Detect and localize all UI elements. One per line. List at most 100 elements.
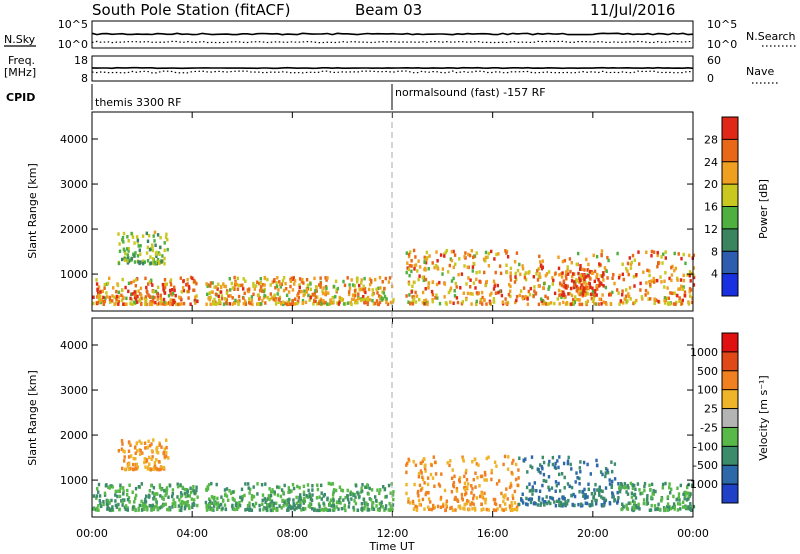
echo-cell bbox=[656, 250, 659, 255]
echo-cell bbox=[92, 494, 96, 498]
echo-cell bbox=[133, 505, 136, 510]
echo-cell bbox=[552, 278, 555, 283]
echo-cell bbox=[121, 295, 125, 299]
echo-cell bbox=[458, 478, 461, 482]
echo-cell bbox=[421, 497, 425, 502]
echo-cell bbox=[673, 504, 676, 509]
echo-cell bbox=[566, 272, 570, 276]
echo-cell bbox=[410, 264, 413, 268]
echo-cell bbox=[595, 293, 598, 297]
echo-cell bbox=[679, 299, 682, 303]
echo-cell bbox=[366, 298, 370, 302]
echo-cell bbox=[485, 478, 488, 482]
echo-cell bbox=[231, 496, 234, 501]
echo-cell bbox=[297, 499, 300, 503]
echo-cell bbox=[346, 276, 349, 280]
echo-cell bbox=[191, 505, 194, 509]
echo-cell bbox=[338, 300, 341, 304]
echo-cell bbox=[566, 459, 570, 463]
echo-cell bbox=[324, 292, 327, 296]
echo-cell bbox=[108, 508, 112, 512]
echo-cell bbox=[152, 467, 156, 471]
echo-cell bbox=[561, 283, 564, 288]
echo-cell bbox=[504, 297, 507, 301]
echo-cell bbox=[655, 298, 658, 302]
echo-cell bbox=[287, 290, 291, 294]
echo-cell bbox=[388, 501, 391, 506]
echo-cell bbox=[517, 476, 520, 480]
echo-cell bbox=[482, 507, 485, 511]
echo-cell bbox=[407, 252, 411, 257]
echo-cell bbox=[415, 507, 418, 512]
echo-cell bbox=[336, 301, 339, 305]
echo-cell bbox=[566, 482, 570, 486]
echo-cell bbox=[562, 279, 566, 283]
echo-cell bbox=[570, 485, 574, 490]
echo-cell bbox=[278, 485, 281, 490]
echo-cell bbox=[331, 482, 335, 486]
echo-cell bbox=[298, 283, 301, 287]
echo-cell bbox=[607, 258, 610, 263]
echo-cell bbox=[600, 249, 604, 253]
echo-cell bbox=[484, 250, 488, 255]
echo-cell bbox=[564, 274, 568, 278]
echo-cell bbox=[439, 495, 443, 500]
echo-cell bbox=[126, 508, 129, 512]
echo-cell bbox=[666, 286, 669, 290]
echo-cell bbox=[445, 499, 448, 503]
echo-cell bbox=[329, 298, 332, 302]
echo-cell bbox=[470, 249, 473, 253]
echo-cell bbox=[523, 273, 527, 277]
echo-cell bbox=[377, 294, 381, 298]
echo-cell bbox=[662, 252, 665, 257]
echo-cell bbox=[326, 302, 329, 306]
echo-cell bbox=[681, 298, 684, 303]
echo-cell bbox=[268, 504, 271, 508]
echo-cell bbox=[480, 300, 483, 304]
echo-cell bbox=[361, 489, 364, 493]
echo-cell bbox=[666, 508, 669, 512]
echo-cell bbox=[577, 291, 580, 295]
echo-cell bbox=[680, 256, 683, 261]
echo-cell bbox=[304, 300, 308, 305]
echo-cell bbox=[572, 297, 575, 302]
echo-cell bbox=[596, 272, 599, 277]
echo-cell bbox=[475, 462, 478, 466]
echo-cell bbox=[164, 454, 168, 459]
echo-cell bbox=[578, 489, 581, 494]
echo-cell bbox=[269, 493, 273, 498]
echo-cell bbox=[366, 485, 369, 489]
echo-cell bbox=[153, 492, 156, 496]
echo-cell bbox=[424, 469, 427, 473]
echo-cell bbox=[544, 294, 547, 299]
echo-cell bbox=[601, 496, 605, 501]
echo-cell bbox=[145, 231, 148, 236]
echo-cell bbox=[340, 506, 344, 511]
echo-cell bbox=[332, 504, 336, 508]
echo-cell bbox=[621, 502, 624, 506]
echo-cell bbox=[163, 256, 166, 261]
echo-cell bbox=[280, 506, 283, 510]
echo-cell bbox=[258, 281, 261, 286]
echo-cell bbox=[412, 507, 416, 511]
echo-cell bbox=[163, 285, 167, 289]
echo-cell bbox=[120, 298, 124, 303]
echo-cell bbox=[283, 483, 286, 488]
echo-cell bbox=[592, 496, 595, 500]
echo-cell bbox=[465, 478, 469, 482]
echo-cell bbox=[332, 300, 335, 304]
echo-cell bbox=[242, 296, 245, 300]
echo-cell bbox=[131, 505, 135, 510]
echo-cell bbox=[369, 282, 372, 287]
echo-cell bbox=[126, 259, 129, 263]
echo-cell bbox=[278, 280, 281, 284]
echo-cell bbox=[511, 493, 514, 498]
echo-cell bbox=[149, 255, 152, 259]
cpid-panel: CPID themis 3300 RF normalsound (fast) -… bbox=[6, 84, 546, 110]
echo-cell bbox=[316, 487, 320, 492]
echo-cell bbox=[182, 301, 186, 306]
echo-cell bbox=[318, 299, 321, 304]
echo-cell bbox=[257, 293, 260, 297]
echo-cell bbox=[469, 285, 472, 289]
echo-cell bbox=[287, 301, 290, 305]
